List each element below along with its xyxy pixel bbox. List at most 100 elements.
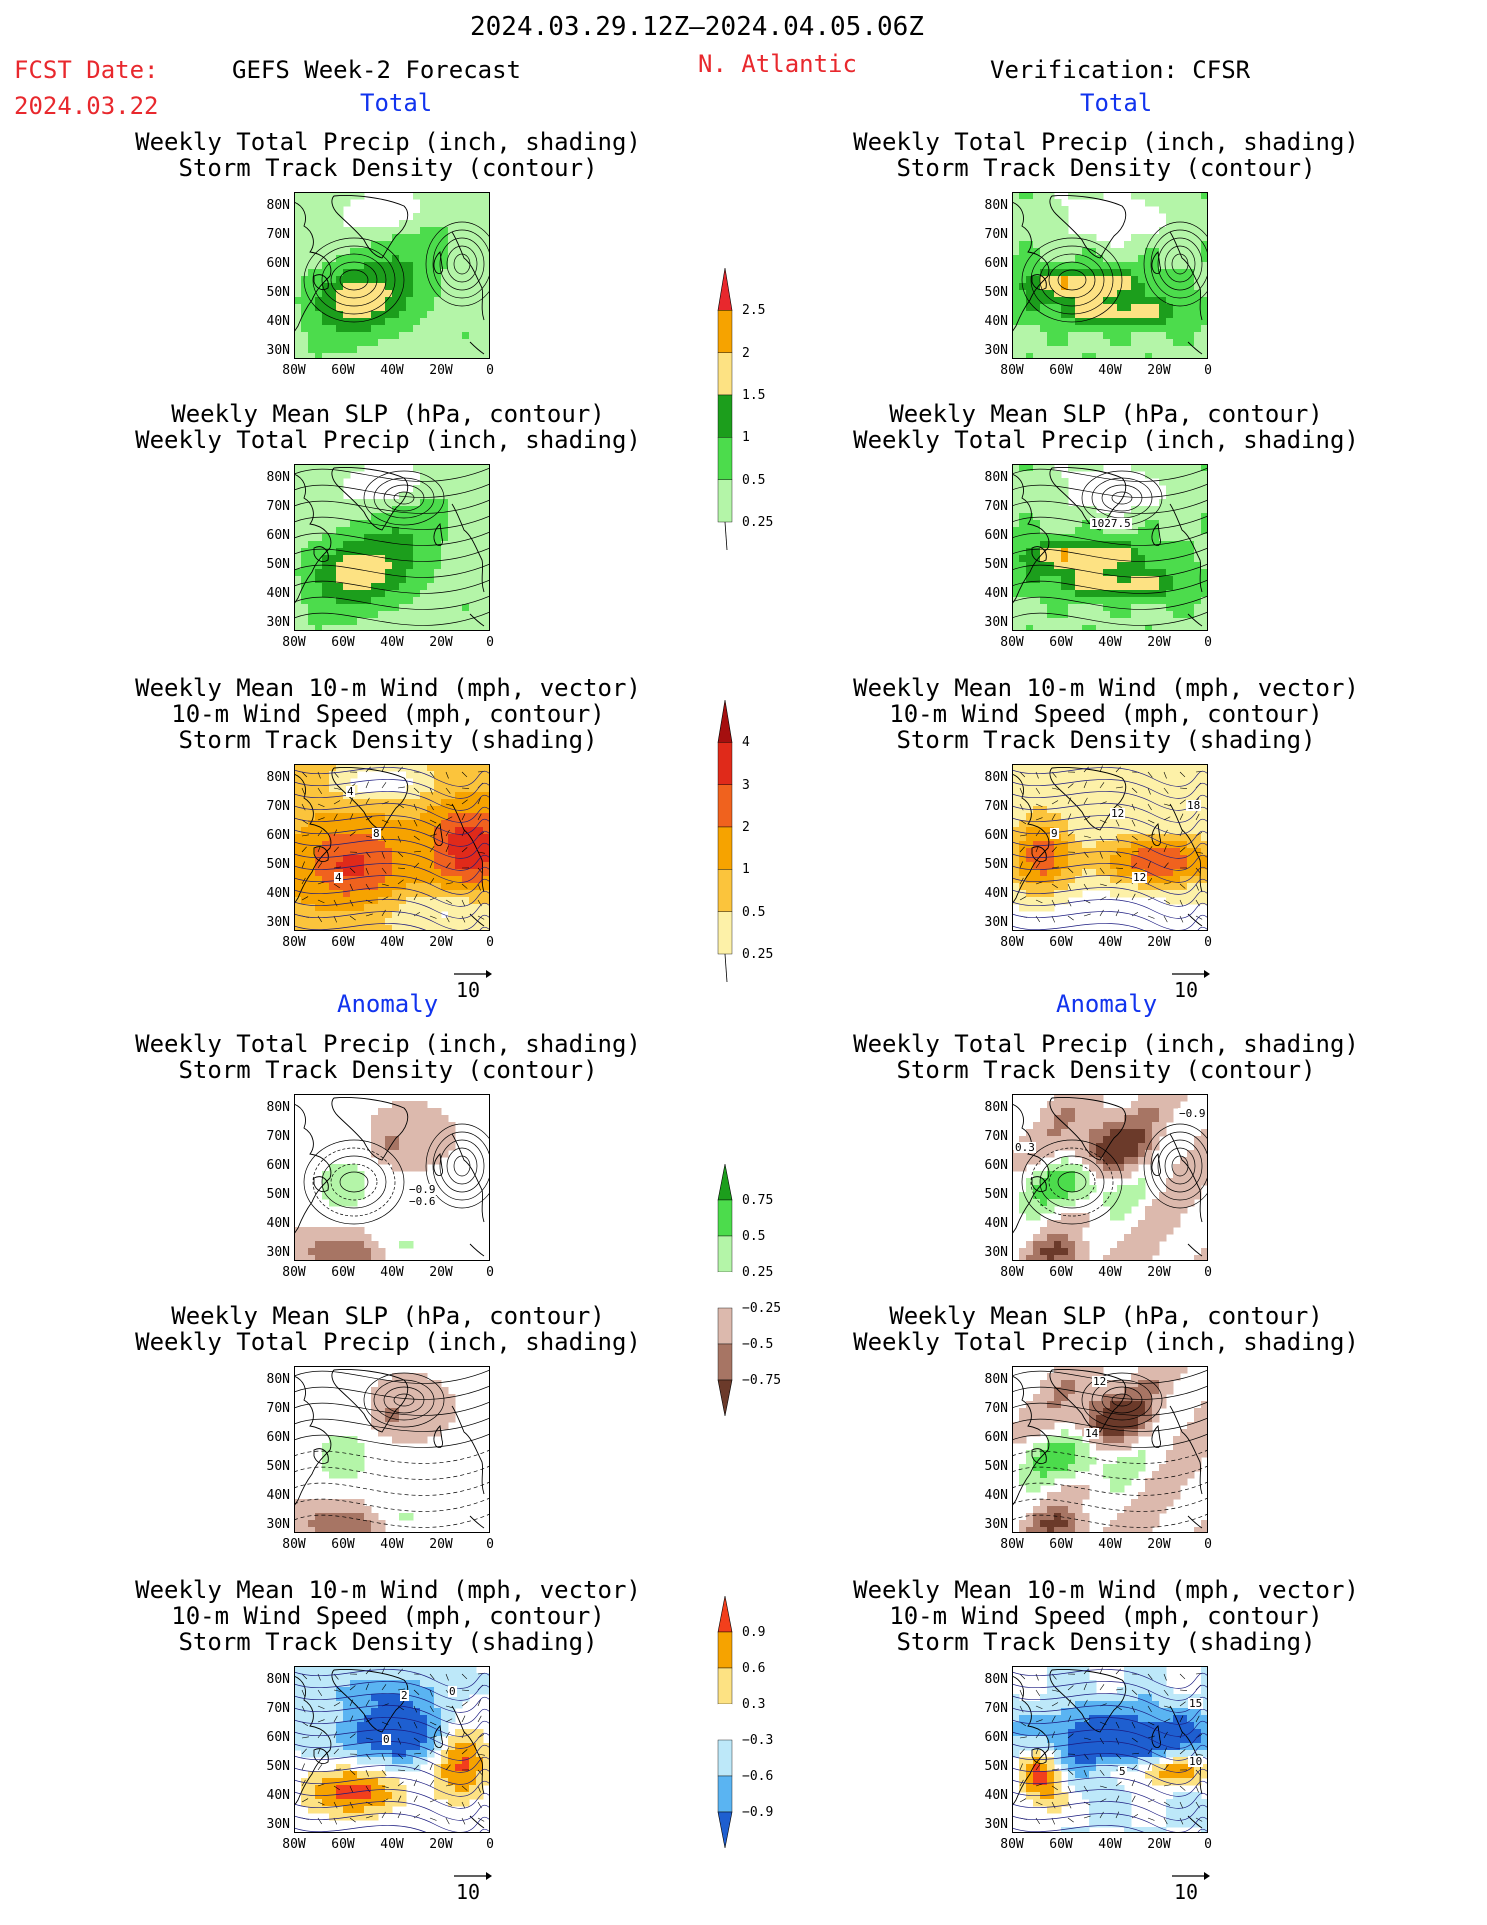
lat-tick-label: 50N (266, 285, 290, 300)
map-fc-anom-slp-precip (294, 1366, 490, 1533)
colorbar-precip-total: 2.5 2 1.5 1 0.5 0.25 (717, 267, 828, 552)
panel-title-v3-l2: 10-m Wind Speed (mph, contour) (889, 700, 1323, 728)
track-contours (1021, 1123, 1208, 1225)
panel-title-fc5-l1: Weekly Mean SLP (hPa, contour) (171, 1302, 605, 1330)
coastline (294, 195, 485, 355)
lat-tick-label: 40N (984, 886, 1008, 901)
lat-tick-label: 60N (266, 1730, 290, 1745)
total-label-left: Total (360, 89, 433, 117)
panel-title-v6-l2: 10-m Wind Speed (mph, contour) (889, 1602, 1323, 1630)
lon-tick-label: 40W (380, 935, 404, 950)
map-canvas (1012, 1094, 1208, 1261)
lat-tick-label: 70N (984, 1701, 1008, 1716)
vector-ref-arrow (452, 964, 492, 992)
colorbar-label: 0.25 (742, 515, 774, 530)
slp-contours (1012, 1369, 1208, 1528)
colorbar-segment (717, 826, 733, 870)
lon-tick-label: 60W (331, 363, 355, 378)
lat-tick-label: 50N (266, 1187, 290, 1202)
region-label: N. Atlantic (698, 50, 857, 78)
lat-tick-label: 70N (984, 1129, 1008, 1144)
lat-tick-label: 70N (266, 799, 290, 814)
colorbar-segment (717, 911, 733, 955)
panel-title-v3-l3: Storm Track Density (shading) (896, 726, 1316, 754)
lon-tick-label: 80W (282, 1537, 306, 1552)
colorbar-precip-anom: 0.75 0.5 0.25 −0.25 −0.5 −0.75 (717, 1163, 828, 1446)
contour-label: 0 (448, 1685, 457, 1698)
map-canvas (294, 1366, 490, 1533)
lon-tick-label: 40W (380, 1537, 404, 1552)
lat-tick-label: 80N (984, 1100, 1008, 1115)
vector-ref-arrow (452, 1866, 492, 1894)
wind-contours (294, 1669, 490, 1833)
lon-tick-label: 80W (1000, 935, 1024, 950)
colorbar-segment (717, 1235, 733, 1273)
colorbar-segment (717, 869, 733, 912)
lon-tick-label: 0 (486, 363, 494, 378)
lat-tick-label: 60N (984, 828, 1008, 843)
lon-tick-label: 20W (429, 1537, 453, 1552)
vector-ref-label: 10 (1174, 978, 1199, 1002)
lat-tick-label: 70N (266, 499, 290, 514)
contour-label: 10 (1188, 1755, 1204, 1768)
lat-tick-label: 80N (266, 470, 290, 485)
lon-tick-label: 0 (486, 935, 494, 950)
coastline (294, 1097, 485, 1257)
slp-contours (294, 467, 490, 626)
lat-tick-label: 50N (984, 857, 1008, 872)
lon-tick-label: 40W (380, 635, 404, 650)
lat-tick-label: 30N (266, 1517, 290, 1532)
lat-tick-label: 40N (266, 314, 290, 329)
contour-label: 9 (1050, 827, 1059, 840)
lon-tick-label: 40W (1098, 1265, 1122, 1280)
lon-tick-label: 60W (331, 1837, 355, 1852)
lon-tick-label: 80W (1000, 1265, 1024, 1280)
colorbar-segment (717, 1307, 733, 1345)
lon-tick-label: 40W (380, 1265, 404, 1280)
fcst-label: FCST Date: (14, 56, 159, 84)
panel-title-fc2-l2: Weekly Total Precip (inch, shading) (135, 426, 641, 454)
lon-tick-label: 80W (1000, 363, 1024, 378)
panel-title-fc6-l1: Weekly Mean 10-m Wind (mph, vector) (135, 1576, 641, 1604)
lat-tick-label: 30N (266, 1245, 290, 1260)
lon-tick-label: 80W (1000, 1837, 1024, 1852)
lat-tick-label: 70N (266, 1401, 290, 1416)
colorbar-label: −0.5 (742, 1337, 774, 1352)
colorbar-label: 0.75 (742, 1193, 774, 1208)
colorbar-graphic (717, 1595, 733, 1849)
colorbar-segment (717, 1775, 733, 1813)
map-ver-anom-wind-track (1012, 1666, 1208, 1833)
lat-tick-label: 80N (266, 1372, 290, 1387)
colorbar-track-total: 4 3 2 1 0.5 0.25 (717, 699, 828, 984)
coastline (294, 1669, 485, 1829)
contour-label: 18 (1186, 799, 1202, 812)
lon-tick-label: 40W (1098, 935, 1122, 950)
slp-contours (1012, 467, 1208, 626)
lon-tick-label: 20W (429, 935, 453, 950)
colorbar-label: −0.25 (742, 1301, 782, 1316)
lat-tick-label: 30N (266, 1817, 290, 1832)
lon-tick-label: 60W (331, 635, 355, 650)
lat-tick-label: 30N (266, 915, 290, 930)
lon-tick-label: 20W (1147, 935, 1171, 950)
right-title: Verification: CFSR (990, 56, 1251, 84)
colorbar-label: 4 (742, 735, 750, 751)
colorbar-label: 0.5 (742, 1229, 766, 1244)
panel-title-fc1-l1: Weekly Total Precip (inch, shading) (135, 128, 641, 156)
lon-tick-label: 60W (1049, 1265, 1073, 1280)
lat-tick-label: 80N (266, 1672, 290, 1687)
lon-tick-label: 0 (1204, 1265, 1212, 1280)
lat-tick-label: 40N (984, 586, 1008, 601)
colorbar-label: 0.25 (742, 1265, 774, 1280)
panel-title-v4-l2: Storm Track Density (contour) (896, 1056, 1316, 1084)
panel-title-fc4-l1: Weekly Total Precip (inch, shading) (135, 1030, 641, 1058)
lon-tick-label: 40W (380, 1837, 404, 1852)
lat-tick-label: 70N (266, 1129, 290, 1144)
lat-tick-label: 30N (984, 1817, 1008, 1832)
coastline (1012, 1097, 1203, 1257)
colorbar-graphic (717, 699, 733, 983)
lon-tick-label: 60W (1049, 363, 1073, 378)
panel-title-v6-l3: Storm Track Density (shading) (896, 1628, 1316, 1656)
panel-title-v5-l2: Weekly Total Precip (inch, shading) (853, 1328, 1359, 1356)
lat-tick-label: 40N (984, 1488, 1008, 1503)
